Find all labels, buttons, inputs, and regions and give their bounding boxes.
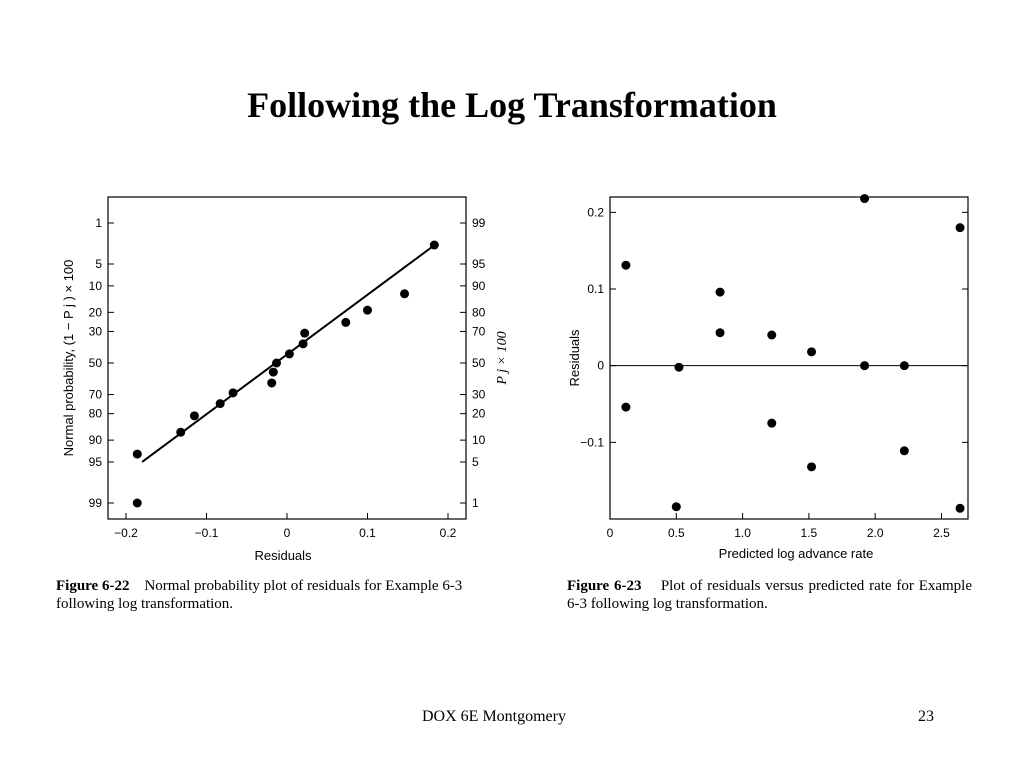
normal-probability-plot: −0.2 −0.1 0 0.1 0.2 1 5 10 20 30 50 70 80 90 95 99 99 9… bbox=[61, 196, 510, 563]
data-point bbox=[215, 399, 225, 409]
y-tick-label-left: 80 bbox=[89, 407, 103, 421]
y-tick-label: 0.2 bbox=[587, 205, 604, 219]
data-point bbox=[268, 367, 278, 377]
data-point bbox=[298, 339, 308, 349]
x-tick-label: 0 bbox=[607, 526, 614, 540]
y-axis-label-left: Normal probability, (1 − P j ) × 100 bbox=[61, 260, 76, 457]
x-tick-label: 1.5 bbox=[801, 526, 818, 540]
figure-label: Figure 6-23 bbox=[567, 578, 642, 594]
data-point bbox=[807, 347, 817, 357]
y-tick-label-left: 10 bbox=[89, 279, 103, 293]
y-tick-label-right: 90 bbox=[472, 279, 486, 293]
figure-label: Figure 6-22 bbox=[56, 578, 130, 594]
data-point bbox=[621, 260, 631, 270]
data-point bbox=[363, 305, 372, 315]
figure-6-23-caption: Figure 6-23 Plot of residuals versus pre… bbox=[567, 577, 972, 613]
x-tick-label: −0.2 bbox=[114, 526, 138, 540]
data-point bbox=[674, 362, 684, 372]
y-tick-label-right: 1 bbox=[472, 496, 479, 510]
plot-frame bbox=[107, 196, 467, 520]
y-tick-label-left: 90 bbox=[89, 433, 103, 447]
data-point bbox=[860, 194, 870, 204]
x-axis-label: Residuals bbox=[254, 548, 312, 563]
data-point bbox=[767, 418, 777, 428]
y-tick-label-right: 80 bbox=[472, 305, 486, 319]
y-tick-label-left: 50 bbox=[89, 356, 103, 370]
y-tick-label-left: 5 bbox=[95, 257, 102, 271]
x-tick-label: 0 bbox=[284, 526, 291, 540]
data-point bbox=[899, 361, 909, 371]
y-tick-label-left: 95 bbox=[89, 455, 103, 469]
y-tick-label-left: 70 bbox=[89, 388, 103, 402]
data-point bbox=[899, 446, 909, 456]
page-number: 23 bbox=[918, 708, 934, 725]
data-point bbox=[132, 449, 142, 459]
x-tick-label: 1.0 bbox=[734, 526, 751, 540]
y-axis-label: Residuals bbox=[567, 329, 582, 387]
y-tick-label-left: 99 bbox=[89, 496, 103, 510]
data-point bbox=[284, 349, 294, 359]
y-tick-label-right: 5 bbox=[472, 455, 479, 469]
y-tick-label: 0.1 bbox=[587, 282, 604, 296]
x-tick-label: 0.2 bbox=[440, 526, 457, 540]
y-tick-label-right: 50 bbox=[472, 356, 486, 370]
data-point bbox=[176, 427, 186, 437]
data-point bbox=[621, 402, 631, 412]
figure-6-22-caption: Figure 6-22 Normal probability plot of r… bbox=[56, 577, 518, 613]
y-tick-label-right: 20 bbox=[472, 407, 486, 421]
data-point bbox=[267, 378, 277, 388]
data-point bbox=[400, 289, 410, 299]
residuals-vs-predicted-plot: 0 0.5 1.0 1.5 2.0 2.5 0.2 0.1 0 −0.1 Predicted l… bbox=[567, 194, 969, 561]
data-point bbox=[341, 317, 351, 327]
x-tick-label: −0.1 bbox=[195, 526, 219, 540]
x-tick-label: 0.1 bbox=[359, 526, 376, 540]
data-point bbox=[955, 223, 965, 233]
data-point bbox=[955, 503, 965, 513]
data-point bbox=[228, 388, 238, 398]
x-tick-label: 2.5 bbox=[933, 526, 950, 540]
data-point bbox=[272, 358, 282, 368]
x-tick-label: 2.0 bbox=[867, 526, 884, 540]
y-tick-label-left: 1 bbox=[95, 216, 102, 230]
data-point bbox=[671, 502, 681, 512]
data-point bbox=[300, 328, 310, 338]
y-tick-label-right: 10 bbox=[472, 433, 486, 447]
footer-text: DOX 6E Montgomery bbox=[422, 708, 566, 725]
plot-frame bbox=[609, 196, 969, 520]
data-point bbox=[715, 328, 725, 338]
y-tick-label-left: 20 bbox=[89, 305, 103, 319]
data-point bbox=[807, 462, 817, 472]
y-axis-label-right: P j × 100 bbox=[495, 331, 510, 385]
y-tick-label-right: 99 bbox=[472, 216, 486, 230]
data-point bbox=[860, 361, 870, 371]
slide-title: Following the Log Transformation bbox=[247, 85, 777, 125]
caption-text: Normal probability plot of residuals for… bbox=[56, 578, 463, 612]
data-point bbox=[132, 498, 142, 508]
data-point bbox=[189, 411, 199, 421]
data-point bbox=[429, 240, 439, 250]
x-axis-label: Predicted log advance rate bbox=[719, 546, 874, 561]
y-tick-label: −0.1 bbox=[580, 435, 604, 449]
data-point bbox=[767, 330, 777, 340]
y-tick-label-right: 95 bbox=[472, 257, 486, 271]
y-tick-label-right: 30 bbox=[472, 388, 486, 402]
x-tick-label: 0.5 bbox=[668, 526, 685, 540]
y-tick-label-right: 70 bbox=[472, 324, 486, 338]
caption-text: Plot of residuals versus predicted rate … bbox=[567, 578, 973, 612]
data-point bbox=[715, 287, 725, 297]
y-tick-label: 0 bbox=[597, 359, 604, 373]
y-tick-label-left: 30 bbox=[89, 324, 103, 338]
